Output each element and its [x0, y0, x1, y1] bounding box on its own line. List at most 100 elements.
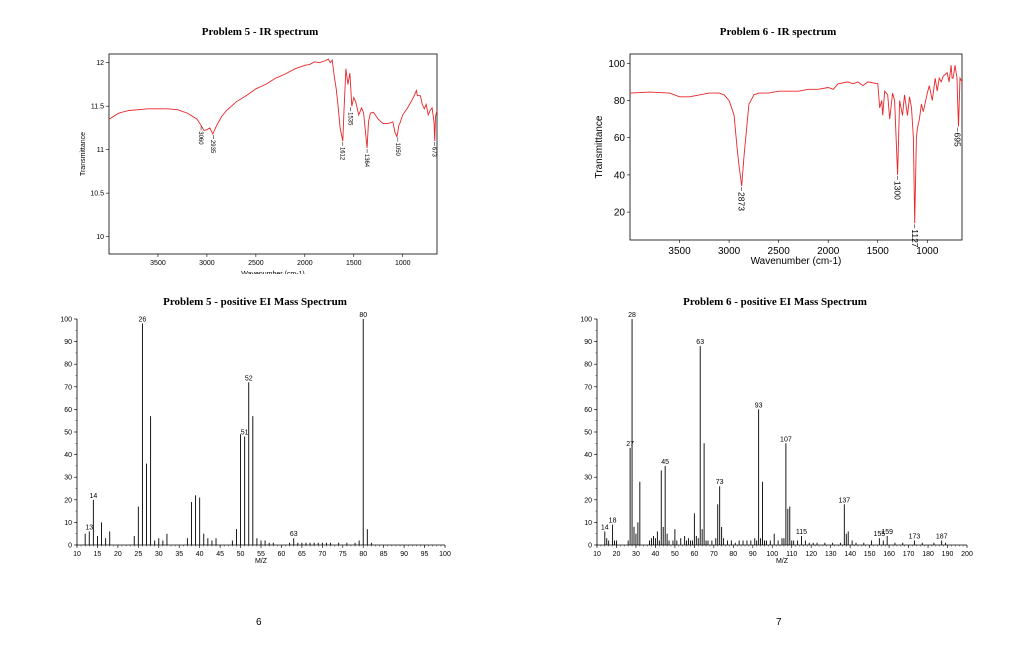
ir5-peak-label: 2935: [209, 140, 215, 154]
ms5-chart: 10 15 20 25 30 35 40 45 50 55 60 65 70 75 80 85 90 95 100 0…: [60, 312, 451, 565]
ms6-x-tick-label: 60: [690, 551, 698, 558]
ir6-y-axis-label: Transmittance: [594, 115, 605, 178]
ms6-x-tick-label: 10: [593, 551, 601, 558]
ms6-y-tick-label: 80: [584, 362, 592, 369]
ir5-peak-label: 673: [431, 147, 437, 158]
ms5-x-tick-label: 85: [380, 551, 388, 558]
ms5-x-tick-label: 50: [237, 551, 245, 558]
ms6-y-tick-label: 70: [584, 384, 592, 391]
ms6-x-tick-label: 20: [613, 551, 621, 558]
ir6-x-tick-label: 3500: [668, 246, 691, 257]
ir6-title: Problem 6 - IR spectrum: [719, 26, 837, 38]
ms6-peak-label: 27: [626, 441, 634, 448]
ir6-y-tick-label: 100: [608, 59, 625, 70]
ms6-x-tick-label: 160: [883, 551, 895, 558]
ir6-chart: 3500 3000 2500 2000 1500 1000 20 40 60 80 100 Waven…: [594, 53, 963, 267]
ir5-title: Problem 5 - IR spectrum: [201, 26, 319, 38]
ms6-x-tick-label: 150: [864, 551, 876, 558]
ms6-x-tick-label: 170: [903, 551, 915, 558]
ir6-y-tick-label: 40: [614, 170, 626, 181]
ms5-x-tick-label: 15: [94, 551, 102, 558]
ms6-x-tick-label: 130: [825, 551, 837, 558]
ms6-peak-label: 115: [796, 529, 807, 536]
ms6-chart: 10 20 30 40 50 60 70 80 90 100 110 120 130 140 150 160 1…: [580, 312, 973, 565]
ir5-y-tick-label: 11: [97, 147, 104, 154]
ms6-x-tick-label: 100: [766, 551, 778, 558]
ms6-peak-label: 107: [780, 436, 792, 443]
ir5-x-tick-label: 3000: [199, 260, 215, 267]
ir5-spectrum-line: [108, 58, 438, 148]
ms5-y-tick-label: 60: [64, 407, 72, 414]
ms5-y-tick-label: 80: [64, 362, 72, 369]
ir5-y-tick-label: 10.5: [90, 191, 104, 198]
ms5-x-tick-label: 65: [298, 551, 306, 558]
ir5-x-tick-label: 2500: [248, 260, 264, 267]
ir6-peak-label: 1127: [910, 229, 920, 248]
ir6-plot-frame: [629, 53, 963, 241]
ms6-peak-label: 137: [838, 497, 850, 504]
ms5-x-tick-label: 55: [257, 551, 265, 558]
ms6-x-axis-label: M/Z: [776, 558, 789, 565]
ir6-peak-label: 1300: [893, 181, 903, 200]
ms6-y-tick-label: 30: [584, 475, 592, 482]
ir5-x-tick-label: 2000: [297, 260, 313, 267]
ms6-panel: Problem 6 - positive EI Mass Spectrum 10…: [575, 294, 975, 574]
ir6-x-tick-label: 1500: [867, 246, 890, 257]
ir6-x-tick-label: 2500: [768, 246, 791, 257]
ir5-peak-label: 1612: [339, 147, 345, 160]
ms6-x-tick-label: 190: [942, 551, 954, 558]
ir6-spectrum-line: [629, 65, 963, 224]
ir6-panel: Problem 6 - IR spectrum 3500 3000 2500 2000…: [588, 24, 968, 274]
ms5-y-tick-label: 10: [64, 520, 72, 527]
ms5-peak-label: 51: [241, 430, 249, 437]
ms6-title: Problem 6 - positive EI Mass Spectrum: [683, 296, 867, 308]
ms5-x-tick-label: 20: [114, 551, 122, 558]
ir5-x-tick-label: 1500: [346, 260, 362, 267]
ir5-x-tick-label: 3500: [150, 260, 166, 267]
ms5-peak-label: 14: [89, 493, 97, 500]
ir5-plot-frame: [108, 53, 438, 255]
ms5-y-tick-label: 30: [64, 475, 72, 482]
ir5-peak-label: 1050: [394, 143, 400, 157]
ir6-x-tick-label: 2000: [817, 246, 840, 257]
ms6-peak-label: 63: [696, 339, 704, 346]
ir6-y-tick-label: 20: [614, 208, 626, 219]
ir6-x-tick-label: 1000: [916, 246, 939, 257]
ms5-x-tick-label: 35: [175, 551, 183, 558]
ms6-peak-label: 45: [661, 459, 669, 466]
ms5-y-tick-label: 40: [64, 452, 72, 459]
ir5-y-tick-label: 12: [96, 60, 104, 67]
ms6-peak-label: 14: [601, 524, 609, 531]
ir5-y-tick-label: 11.5: [91, 104, 104, 111]
ms6-y-tick-label: 100: [580, 316, 592, 323]
ms5-x-tick-label: 95: [421, 551, 429, 558]
ir5-y-axis-label: Transmittance: [80, 132, 87, 176]
ir6-y-tick-label: 60: [614, 133, 626, 144]
ms6-x-tick-label: 80: [729, 551, 737, 558]
ms6-peak-label: 173: [909, 533, 921, 540]
ms6-x-tick-label: 30: [632, 551, 640, 558]
ms5-x-axis-label: M/Z: [255, 558, 268, 565]
ms6-peak-label: 93: [755, 402, 763, 409]
ms5-y-tick-label: 90: [64, 339, 72, 346]
ms6-x-tick-label: 40: [652, 551, 660, 558]
ms6-x-tick-label: 110: [786, 551, 797, 558]
ms6-peak-label: 73: [716, 479, 724, 486]
ms6-y-tick-label: 50: [584, 429, 592, 436]
ms5-x-tick-label: 10: [73, 551, 81, 558]
page-number-left: 6: [256, 617, 262, 628]
ms6-x-tick-label: 120: [805, 551, 817, 558]
ms6-y-tick-label: 10: [584, 520, 592, 527]
ir5-x-tick-label: 1000: [395, 260, 411, 267]
ir5-chart: 3500 3000 2500 2000 1500 1000 10 10.5 11 11.5 12 Wa…: [80, 53, 438, 274]
ms5-peak-label: 63: [290, 531, 298, 538]
ms5-x-tick-label: 70: [318, 551, 326, 558]
ms5-y-tick-label: 100: [60, 316, 72, 323]
ms5-peak-label: 52: [245, 375, 253, 382]
ms5-x-tick-label: 100: [439, 551, 451, 558]
ms6-x-tick-label: 50: [671, 551, 679, 558]
ms6-peak-label: 155: [874, 531, 886, 538]
ms5-x-tick-label: 45: [216, 551, 224, 558]
ms5-title: Problem 5 - positive EI Mass Spectrum: [163, 296, 347, 308]
ms5-x-tick-label: 30: [155, 551, 163, 558]
